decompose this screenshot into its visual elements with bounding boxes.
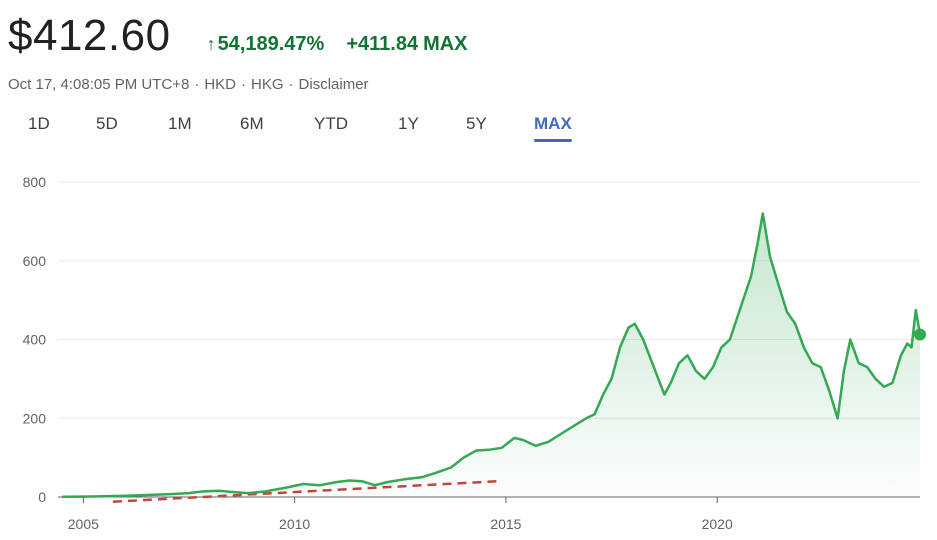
price-area-fill bbox=[62, 213, 920, 497]
tab-1y[interactable]: 1Y bbox=[398, 114, 419, 134]
price-change: ↑ 54,189.47% +411.84 MAX bbox=[207, 33, 468, 56]
tab-label: MAX bbox=[534, 114, 572, 133]
price-chart: 0 200 400 600 800 2005 2010 2015 2020 bbox=[23, 174, 926, 532]
tab-6m[interactable]: 6M bbox=[240, 114, 264, 134]
tab-ytd[interactable]: YTD bbox=[314, 114, 348, 134]
tab-label: 1D bbox=[28, 114, 50, 133]
tab-label: 6M bbox=[240, 114, 264, 133]
change-period: MAX bbox=[423, 33, 468, 55]
separator: · bbox=[288, 76, 294, 93]
change-absolute: +411.84 MAX bbox=[346, 33, 467, 56]
reference-dashed-line bbox=[112, 480, 498, 503]
arrow-up-icon: ↑ bbox=[206, 34, 216, 54]
last-price-dot bbox=[914, 328, 926, 341]
x-tick-label: 2005 bbox=[68, 516, 99, 532]
separator: · bbox=[194, 76, 200, 93]
tab-label: YTD bbox=[314, 114, 348, 133]
tab-label: 1Y bbox=[398, 114, 419, 133]
y-tick-label: 800 bbox=[23, 174, 47, 190]
exchange: HKG bbox=[251, 76, 284, 93]
tab-5d[interactable]: 5D bbox=[96, 114, 118, 134]
disclaimer-link[interactable]: Disclaimer bbox=[298, 76, 369, 93]
timestamp: Oct 17, 4:08:05 PM UTC+8 bbox=[8, 76, 190, 93]
price-line bbox=[62, 212, 922, 498]
tab-5y[interactable]: 5Y bbox=[466, 114, 487, 134]
current-price: $412.60 bbox=[8, 11, 171, 60]
currency: HKD bbox=[204, 76, 237, 93]
y-tick-label: 600 bbox=[23, 253, 47, 269]
tab-max[interactable]: MAX bbox=[534, 114, 572, 142]
y-tick-label: 400 bbox=[23, 332, 47, 348]
active-tab-underline bbox=[534, 139, 572, 142]
tab-1m[interactable]: 1M bbox=[168, 114, 192, 134]
quote-header: $412.60 ↑ 54,189.47% +411.84 MAX bbox=[8, 14, 468, 58]
separator: · bbox=[241, 76, 247, 93]
x-tick-label: 2010 bbox=[279, 516, 310, 532]
x-tick-label: 2015 bbox=[490, 516, 521, 532]
quote-meta: Oct 17, 4:08:05 PM UTC+8 · HKD · HKG · D… bbox=[8, 76, 369, 93]
x-tick-label: 2020 bbox=[702, 516, 733, 532]
tab-1d[interactable]: 1D bbox=[28, 114, 50, 134]
change-abs-value: +411.84 bbox=[346, 33, 419, 55]
tab-label: 1M bbox=[168, 114, 192, 133]
y-tick-label: 200 bbox=[23, 410, 47, 426]
tab-label: 5Y bbox=[466, 114, 487, 133]
y-tick-label: 0 bbox=[38, 489, 46, 505]
change-percent: 54,189.47% bbox=[217, 33, 325, 55]
tab-label: 5D bbox=[96, 114, 118, 133]
